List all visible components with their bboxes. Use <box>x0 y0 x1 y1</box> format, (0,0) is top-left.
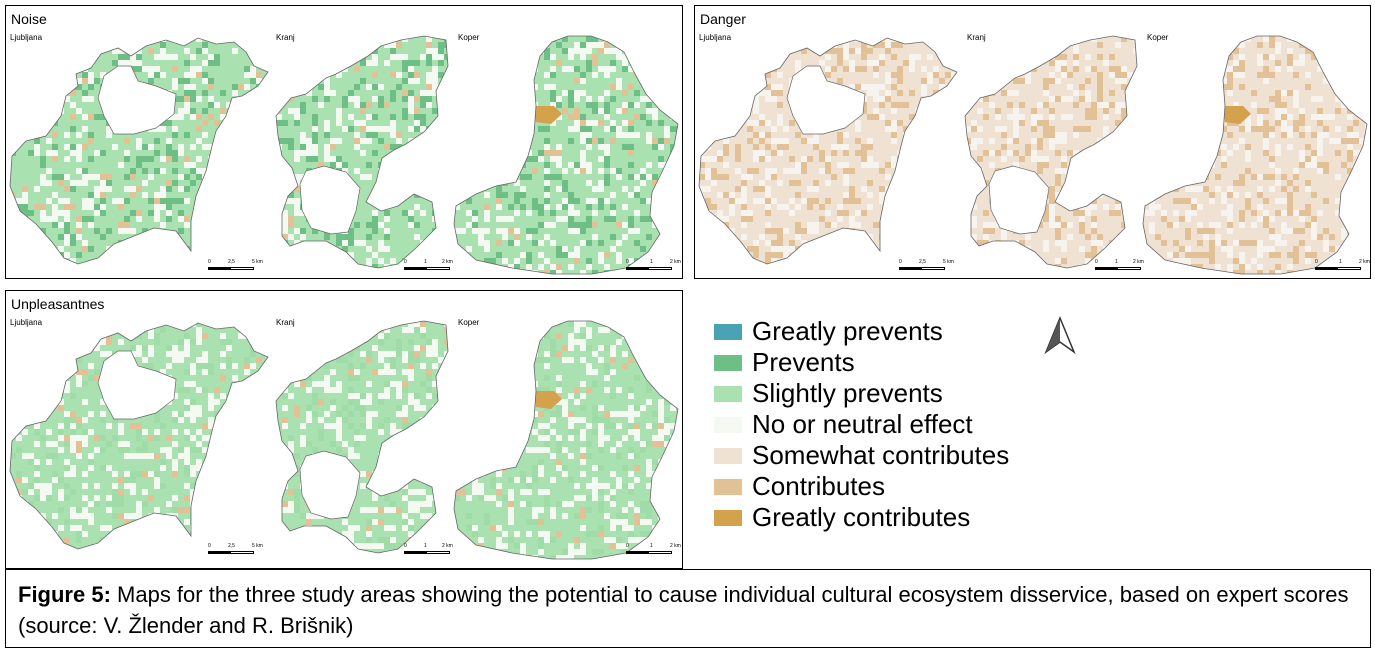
panel-title: Unpleasantnes <box>11 296 105 312</box>
city-label-koper: Koper <box>458 318 480 327</box>
caption-text: Maps for the three study areas showing t… <box>18 582 1349 638</box>
map-hole <box>97 350 177 420</box>
scale-bar-ljubljana: 0 2,5 5 km <box>208 259 268 273</box>
map-region-kranj <box>965 36 1137 268</box>
legend-swatch <box>714 386 742 402</box>
map-outline-ljubljana <box>9 37 269 265</box>
map-outline-ljubljana <box>9 322 269 550</box>
legend-label: Somewhat contributes <box>752 440 1010 470</box>
city-label-ljubljana: Ljubljana <box>10 318 43 327</box>
map-hole <box>786 65 866 135</box>
panel-title: Danger <box>700 11 746 27</box>
map-region-ljubljana <box>699 38 957 264</box>
map-hole <box>299 450 361 520</box>
panel-unpleasantnes: Unpleasantnes Ljubljana Kranj Koper 0 2,5… <box>5 290 683 569</box>
map-region-koper <box>1143 36 1367 274</box>
map-region-ljubljana <box>10 323 268 549</box>
legend-swatch <box>714 324 742 340</box>
north-arrow-icon <box>1044 316 1076 355</box>
legend-label: Greatly prevents <box>752 316 943 346</box>
map-outline-kranj <box>275 320 449 554</box>
map-outline-koper <box>1142 35 1368 275</box>
map-region-kranj <box>276 36 448 268</box>
map-outline-koper <box>453 320 679 560</box>
map-hole <box>988 165 1050 235</box>
scale-bar-ljubljana: 0 2,5 5 km <box>208 543 268 557</box>
legend-label: Contributes <box>752 471 885 501</box>
map-outline-koper <box>453 35 679 275</box>
figure-caption: Figure 5: Maps for the three study areas… <box>5 569 1371 648</box>
map-region-koper <box>454 321 678 559</box>
legend-label: No or neutral effect <box>752 409 973 439</box>
city-label-koper: Koper <box>1147 33 1169 42</box>
city-label-kranj: Kranj <box>967 33 986 42</box>
map-outline-kranj <box>275 35 449 269</box>
legend-swatch <box>714 510 742 526</box>
map-region-ljubljana <box>10 38 268 264</box>
legend-swatch <box>714 479 742 495</box>
map-noise <box>9 35 679 275</box>
map-region-koper <box>454 36 678 274</box>
map-outline-ljubljana <box>698 37 958 265</box>
legend-label: Prevents <box>752 347 855 377</box>
city-label-ljubljana: Ljubljana <box>10 33 43 42</box>
legend-swatch <box>714 417 742 433</box>
legend-label: Greatly contributes <box>752 502 971 532</box>
map-hole <box>299 165 361 235</box>
map-hole <box>97 65 177 135</box>
map-region-kranj <box>276 321 448 553</box>
city-label-kranj: Kranj <box>276 33 295 42</box>
legend-swatch <box>714 355 742 371</box>
panel-title: Noise <box>11 11 47 27</box>
city-label-kranj: Kranj <box>276 318 295 327</box>
map-unpleasantnes <box>9 320 679 560</box>
legend-label: Slightly prevents <box>752 378 943 408</box>
legend-swatch <box>714 448 742 464</box>
map-outline-kranj <box>964 35 1138 269</box>
scale-bar-ljubljana: 0 2,5 5 km <box>899 259 959 273</box>
city-label-ljubljana: Ljubljana <box>699 33 732 42</box>
caption-label: Figure 5: <box>18 582 111 607</box>
city-label-koper: Koper <box>458 33 480 42</box>
map-danger <box>698 35 1368 275</box>
